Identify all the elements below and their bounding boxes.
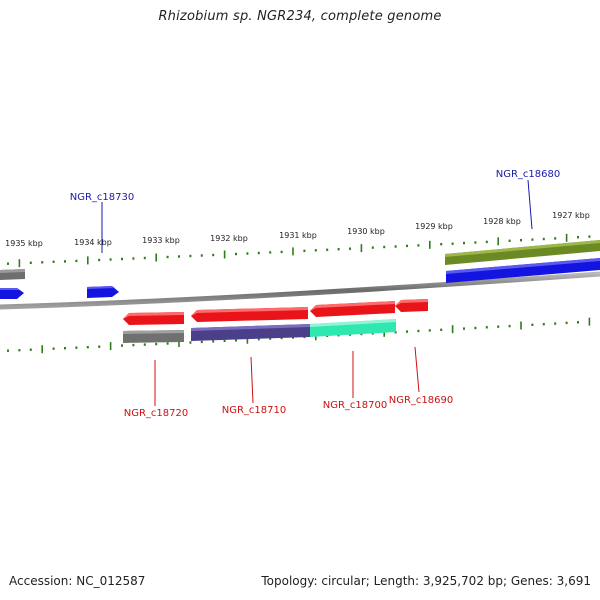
kbp-label-1930: 1930 kbp	[347, 227, 385, 236]
gene-red-c18720[interactable]	[123, 312, 184, 325]
gene-red-c18700[interactable]	[310, 301, 395, 317]
gene-blue-c18730[interactable]	[87, 286, 119, 298]
kbp-label-1935: 1935 kbp	[5, 239, 43, 248]
gene-label-c18710[interactable]: NGR_c18710	[222, 405, 287, 416]
gene-purple-bottom[interactable]	[191, 324, 310, 341]
genome-summary-text: Topology: circular; Length: 3,925,702 bp…	[261, 574, 591, 588]
gene-red-c18710[interactable]	[191, 307, 308, 322]
upper-tick-row	[7, 233, 591, 268]
gene-blue-left[interactable]	[0, 288, 24, 299]
gene-label-c18730[interactable]: NGR_c18730	[70, 192, 135, 203]
kbp-label-1932: 1932 kbp	[210, 234, 248, 243]
gene-olive-right[interactable]	[445, 240, 600, 265]
genome-backbone	[0, 271, 600, 310]
accession-text: Accession: NC_012587	[9, 574, 146, 588]
leader-line-c18680	[527, 179, 533, 230]
gene-label-c18700[interactable]: NGR_c18700	[323, 400, 388, 411]
gene-red-c18690[interactable]	[395, 299, 428, 312]
gene-blue-right[interactable]	[446, 258, 600, 283]
gene-gray-left-top[interactable]	[0, 269, 25, 280]
kbp-label-1931: 1931 kbp	[279, 231, 317, 240]
map-title: Rhizobium sp. NGR234, complete genome	[158, 9, 442, 24]
kbp-label-1927: 1927 kbp	[552, 211, 590, 220]
kbp-label-1933: 1933 kbp	[142, 236, 180, 245]
gene-gray-bottom[interactable]	[123, 330, 184, 343]
kbp-label-1934: 1934 kbp	[74, 238, 112, 247]
leader-line-c18690	[414, 346, 420, 393]
leader-line-c18710	[250, 356, 254, 404]
gene-label-c18680[interactable]: NGR_c18680	[496, 169, 561, 180]
kbp-label-1928: 1928 kbp	[483, 217, 521, 226]
gene-teal-bottom[interactable]	[310, 319, 396, 337]
gene-label-c18720[interactable]: NGR_c18720	[124, 408, 189, 419]
gene-label-c18690[interactable]: NGR_c18690	[389, 395, 454, 406]
kbp-label-1929: 1929 kbp	[415, 222, 453, 231]
